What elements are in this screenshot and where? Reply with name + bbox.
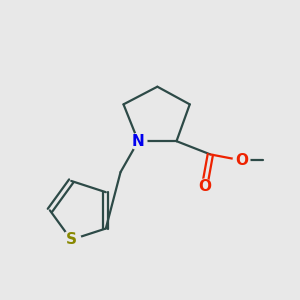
Text: S: S — [66, 232, 77, 247]
Text: O: O — [198, 179, 211, 194]
Text: O: O — [235, 153, 248, 168]
Text: N: N — [132, 134, 145, 149]
